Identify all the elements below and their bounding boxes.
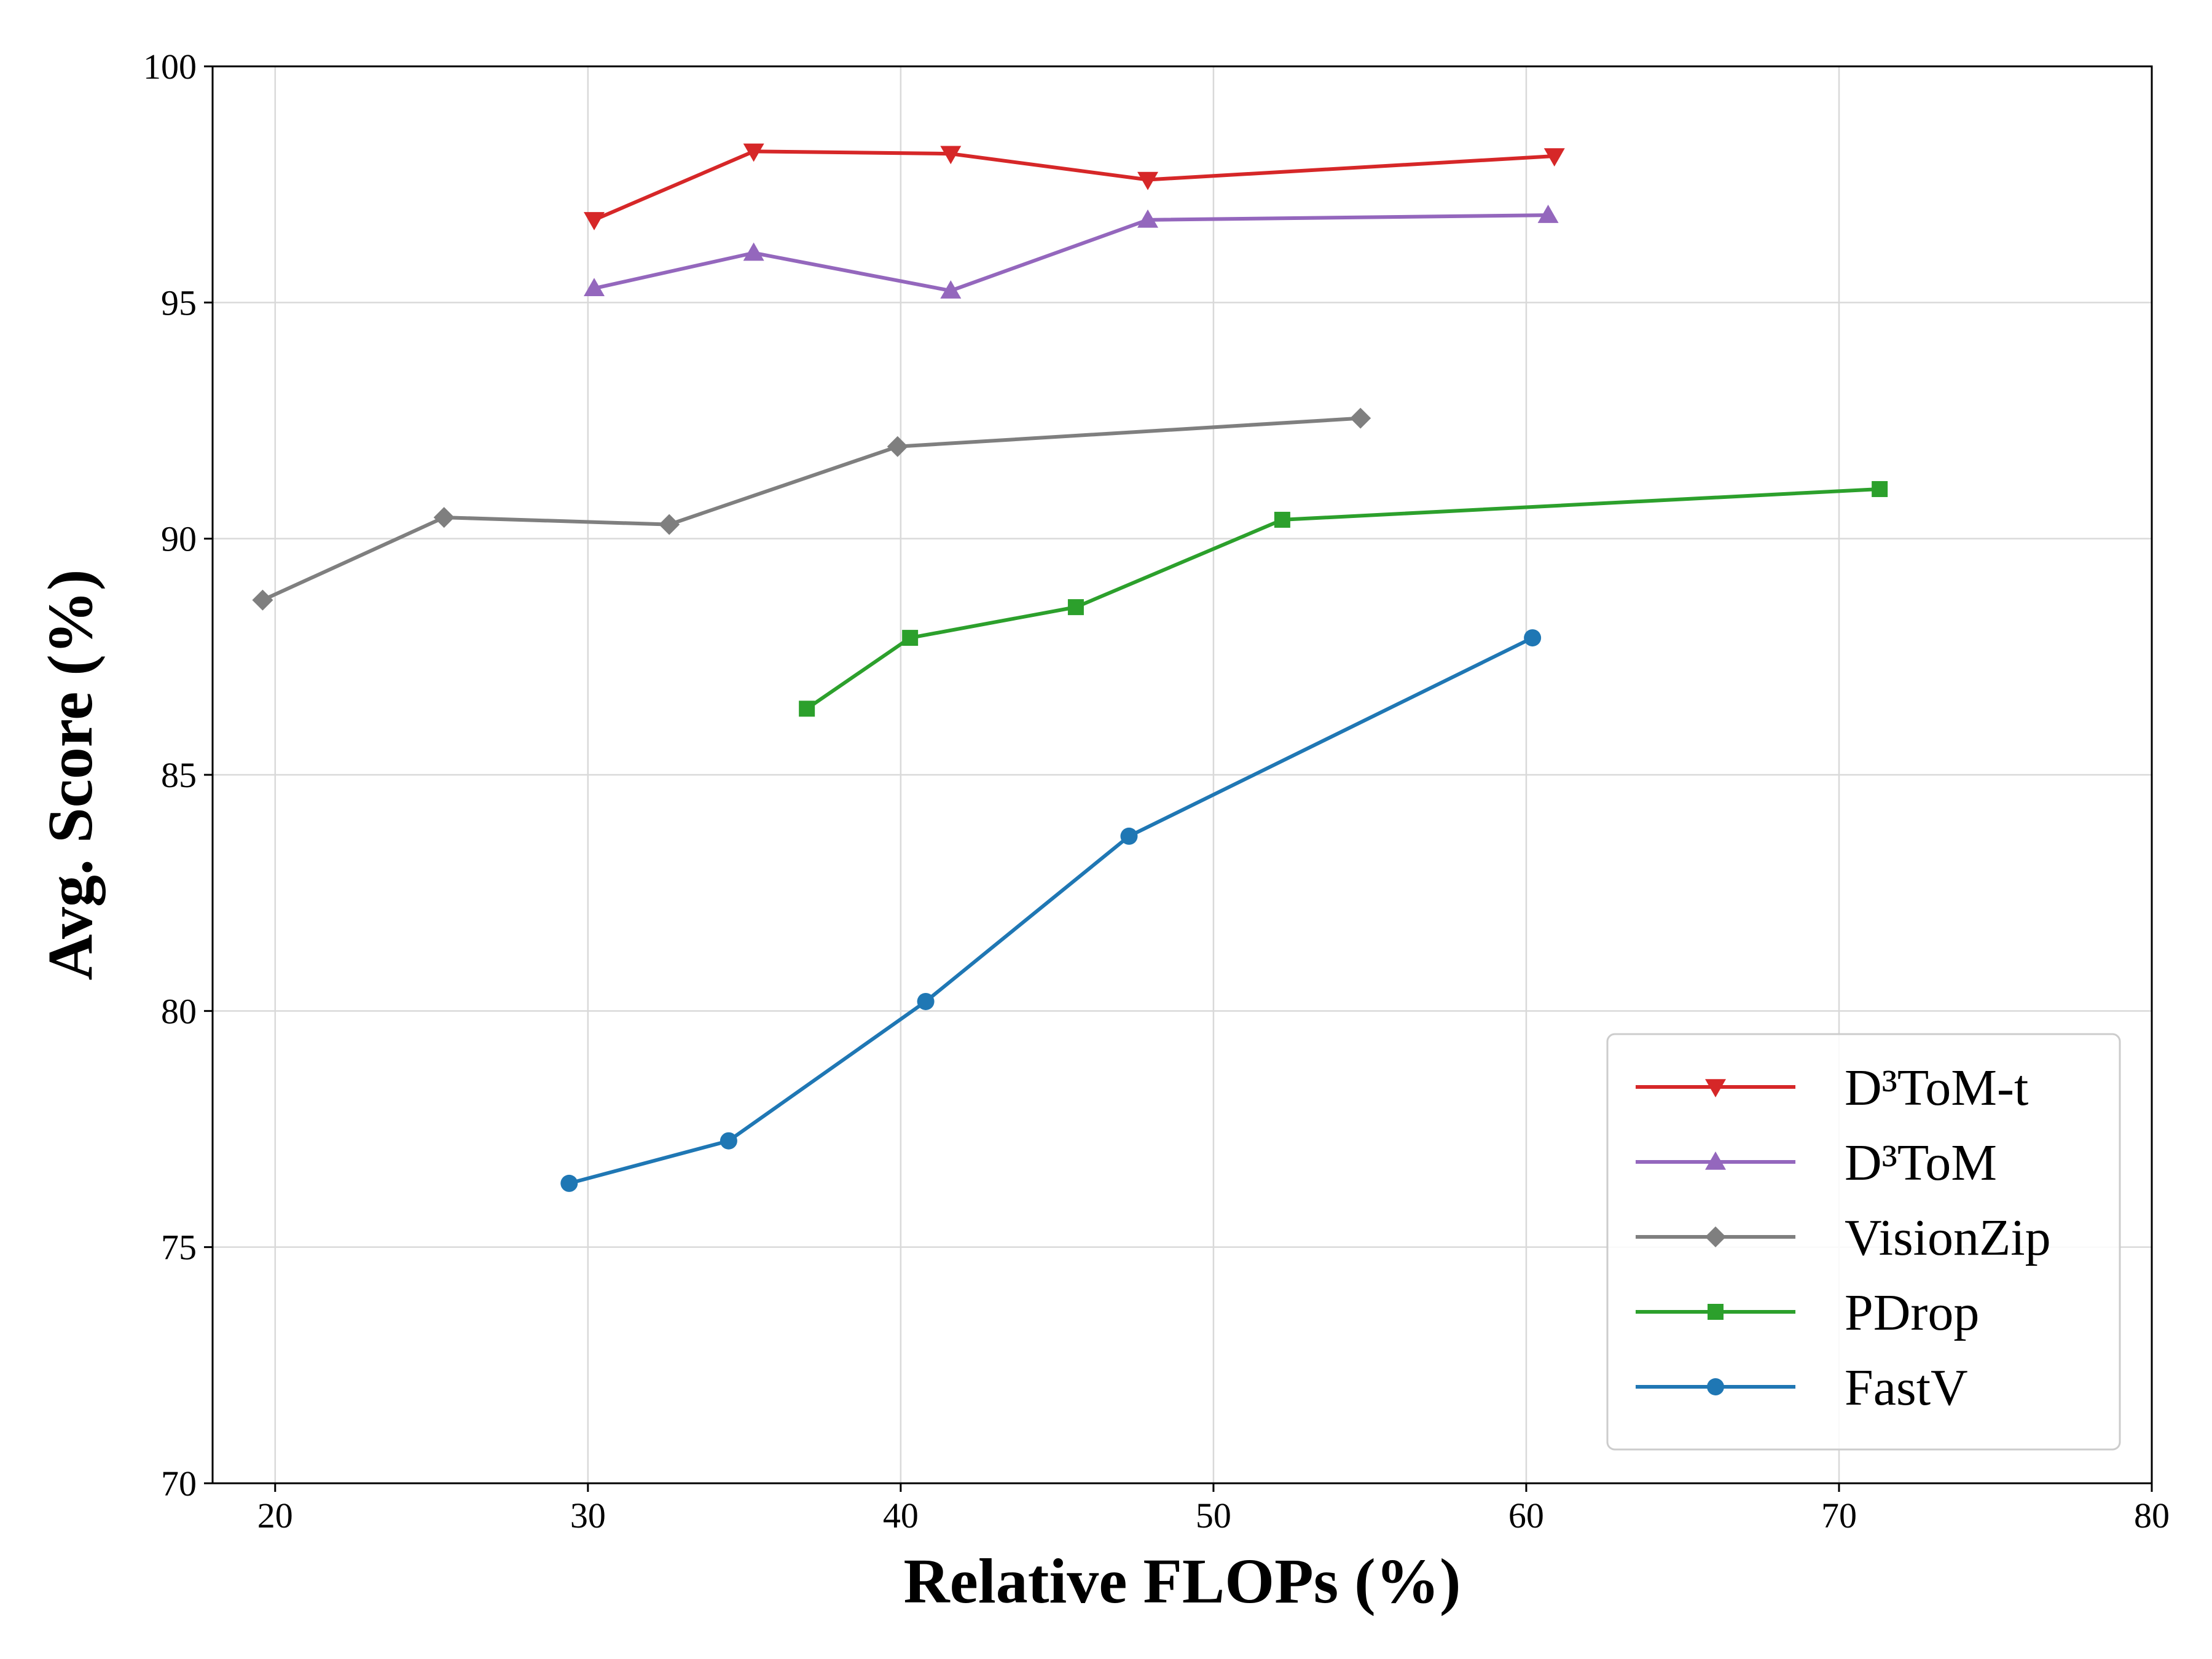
legend-label: PDrop	[1845, 1284, 1979, 1341]
y-tick-label: 85	[161, 755, 197, 795]
series-visionzip	[252, 407, 1371, 611]
data-point	[433, 507, 455, 528]
legend-item: FastV	[1636, 1359, 1968, 1416]
y-tick-label: 90	[161, 519, 197, 559]
data-point	[743, 242, 764, 261]
legend-item: PDrop	[1636, 1284, 1979, 1341]
data-point	[1537, 205, 1559, 223]
data-point	[917, 992, 935, 1010]
legend-marker	[1705, 1226, 1726, 1247]
data-point	[887, 436, 908, 457]
x-axis-title: Relative FLOPs (%)	[904, 1546, 1461, 1617]
data-point	[1137, 171, 1159, 190]
x-tick-label: 60	[1508, 1496, 1544, 1535]
data-point	[584, 212, 605, 230]
data-point	[940, 280, 962, 299]
x-tick-label: 70	[1821, 1496, 1857, 1535]
legend-marker	[1705, 1079, 1726, 1097]
legend-item: D³ToM-t	[1636, 1059, 2028, 1116]
data-point	[743, 143, 764, 162]
series-pdrop	[799, 480, 1888, 717]
series-d-tom-t	[584, 143, 1565, 230]
legend-label: FastV	[1845, 1359, 1968, 1416]
legend-item: VisionZip	[1636, 1209, 2051, 1266]
x-tick-label: 80	[2134, 1496, 2170, 1535]
legend-marker	[1705, 1151, 1726, 1170]
x-tick-label: 30	[570, 1496, 606, 1535]
data-point	[1350, 407, 1371, 429]
y-tick-label: 70	[161, 1464, 197, 1504]
data-point	[720, 1132, 737, 1150]
legend-label: D³ToM	[1845, 1134, 1997, 1191]
data-point	[1274, 511, 1290, 528]
y-axis-title: Avg. Score (%)	[35, 569, 106, 980]
x-tick-label: 20	[257, 1496, 293, 1535]
data-point	[560, 1174, 578, 1192]
y-tick-label: 100	[143, 47, 197, 87]
y-tick-label: 80	[161, 991, 197, 1031]
legend: D³ToM-t D³ToM VisionZip PDrop FastV	[1606, 1033, 2121, 1451]
y-tick-label: 95	[161, 283, 197, 323]
data-point	[1524, 629, 1542, 647]
series-layer	[252, 143, 1888, 1192]
x-tick-label: 50	[1196, 1496, 1231, 1535]
legend-label: VisionZip	[1845, 1209, 2051, 1266]
series-fastv	[560, 629, 1542, 1192]
data-point	[1067, 599, 1084, 616]
data-point	[252, 589, 273, 611]
legend-box	[1606, 1033, 2121, 1451]
data-point	[1137, 209, 1159, 228]
data-point	[1872, 480, 1888, 497]
series-d-tom	[584, 205, 1559, 299]
data-point	[902, 630, 919, 646]
legend-label: D³ToM-t	[1845, 1059, 2028, 1116]
axis-ticks: 20 30 40 50 60 70 80 70 75 80 85 90 95 100	[143, 47, 2170, 1535]
data-point	[1120, 827, 1138, 845]
y-tick-label: 75	[161, 1228, 197, 1268]
data-point	[584, 278, 605, 297]
x-tick-label: 40	[883, 1496, 919, 1535]
legend-item: D³ToM	[1636, 1134, 1997, 1191]
data-point	[799, 700, 815, 717]
data-point	[659, 514, 680, 535]
data-point	[1543, 148, 1565, 167]
data-point	[940, 146, 962, 165]
legend-marker	[1708, 1304, 1724, 1320]
legend-marker	[1707, 1378, 1724, 1395]
